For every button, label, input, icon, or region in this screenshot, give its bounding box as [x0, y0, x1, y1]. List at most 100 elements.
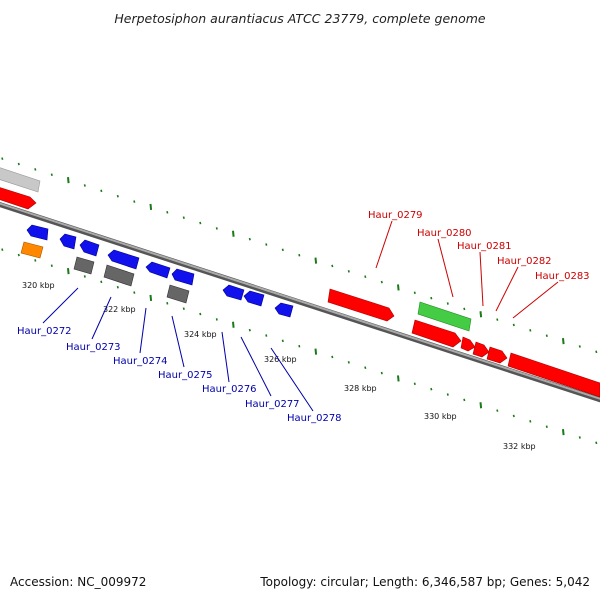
reverse-gene-labels: Haur_0272 Haur_0273 Haur_0274 Haur_0275 … [17, 326, 342, 424]
outer-tick [133, 200, 136, 203]
outer-tick [298, 253, 301, 257]
gene-label-haur-0272[interactable]: Haur_0272 [17, 326, 72, 337]
scale-label: 328 kbp [344, 384, 377, 393]
inner-tick [347, 361, 350, 364]
scale-label: 330 kbp [424, 412, 457, 421]
inner-tick [479, 402, 483, 409]
inner-tick [314, 348, 318, 355]
gene-haur-0276b[interactable] [171, 268, 195, 286]
outer-tick [479, 311, 483, 318]
gene-pseudo[interactable] [103, 264, 135, 287]
inner-tick [265, 334, 268, 337]
outer-tick [199, 221, 202, 225]
gene-haur-0283b[interactable] [486, 346, 508, 364]
inner-tick [100, 280, 103, 284]
gene-haur-0279[interactable] [327, 288, 395, 322]
accession-label: Accession: NC_009972 [10, 575, 146, 589]
genome-backbone [0, 201, 600, 403]
outer-tick [149, 203, 153, 211]
gene-haur-0278[interactable] [274, 302, 294, 318]
outer-tick [281, 248, 284, 252]
gene-label-haur-0273[interactable]: Haur_0273 [66, 342, 121, 353]
outer-tick [562, 337, 565, 345]
gene-pseudo[interactable] [73, 256, 95, 275]
gene-feature[interactable] [0, 186, 37, 210]
gene-haur-0277b[interactable] [243, 290, 265, 307]
gene-label-haur-0276[interactable]: Haur_0276 [202, 384, 257, 395]
scale-label: 324 kbp [184, 330, 217, 339]
gene-pseudo[interactable] [166, 284, 190, 304]
inner-tick [364, 366, 367, 370]
inner-tick [199, 312, 202, 316]
outer-tick [364, 275, 367, 279]
outer-tick [595, 350, 598, 354]
forward-strand-genes [0, 166, 600, 398]
outer-tick [116, 194, 119, 198]
gene-label-haur-0274[interactable]: Haur_0274 [113, 356, 168, 367]
gene-label-haur-0280[interactable]: Haur_0280 [417, 228, 472, 239]
inner-tick [182, 307, 185, 310]
inner-tick [1, 248, 4, 251]
outer-tick [100, 189, 103, 193]
inner-tick [50, 264, 53, 268]
inner-tick [166, 301, 169, 305]
outer-tick [50, 173, 53, 177]
inner-tick [298, 344, 301, 348]
scale-labels: 320 kbp 322 kbp 324 kbp 326 kbp 328 kbp … [22, 281, 536, 451]
reverse-label-leaders [42, 287, 314, 412]
gene-feature-grey[interactable] [0, 166, 41, 193]
forward-gene-labels: Haur_0279 Haur_0280 Haur_0281 Haur_0282 … [368, 210, 590, 282]
gene-label-haur-0283[interactable]: Haur_0283 [535, 271, 590, 282]
outer-tick [545, 334, 548, 338]
outer-tick [430, 296, 433, 300]
gene-haur-0272[interactable] [26, 224, 49, 241]
gene-haur-0280[interactable] [417, 301, 472, 332]
genome-summary: Topology: circular; Length: 6,346,587 bp… [259, 575, 590, 589]
inner-tick [578, 436, 581, 439]
gene-label-haur-0275[interactable]: Haur_0275 [158, 370, 213, 381]
outer-tick [413, 291, 416, 295]
inner-tick [595, 441, 598, 445]
gene-haur-0282[interactable] [460, 336, 476, 352]
outer-tick [215, 227, 218, 230]
forward-label-leaders [375, 220, 559, 319]
outer-tick [182, 216, 185, 219]
gene-label-haur-0281[interactable]: Haur_0281 [457, 241, 512, 252]
gene-label-haur-0278[interactable]: Haur_0278 [287, 413, 342, 424]
outer-tick [529, 329, 532, 332]
gene-haur-0273[interactable] [59, 233, 77, 250]
inner-tick [281, 339, 284, 343]
scale-label: 320 kbp [22, 281, 55, 290]
outer-tick [232, 230, 235, 237]
outer-tick [265, 243, 268, 246]
gene-haur-0281[interactable] [411, 319, 462, 348]
gene-feature[interactable] [507, 352, 600, 398]
inner-tick [67, 268, 70, 275]
outer-tick [397, 284, 400, 291]
outer-tick [380, 280, 383, 284]
gene-haur-0283a[interactable] [472, 341, 490, 358]
inner-tick [430, 387, 433, 391]
scale-label: 332 kbp [503, 442, 536, 451]
inner-tick [512, 414, 515, 418]
gene-haur-0276[interactable] [145, 261, 171, 279]
gene-label-haur-0279[interactable]: Haur_0279 [368, 210, 423, 221]
inner-tick-ring [1, 248, 598, 445]
gene-label-haur-0282[interactable]: Haur_0282 [497, 256, 552, 267]
outer-tick [496, 318, 499, 321]
outer-tick [347, 270, 350, 273]
gene-haur-0275[interactable] [107, 249, 140, 270]
outer-tick [34, 168, 37, 171]
gene-label-haur-0277[interactable]: Haur_0277 [245, 399, 300, 410]
inner-tick [446, 393, 449, 396]
inner-tick [562, 428, 565, 436]
outer-tick [446, 302, 449, 305]
inner-tick [380, 371, 383, 375]
outer-tick [67, 177, 70, 184]
outer-tick [83, 184, 86, 187]
gene-feature-orange[interactable] [20, 241, 44, 259]
gene-haur-0274[interactable] [79, 239, 100, 257]
outer-tick [248, 237, 251, 241]
gene-haur-0277[interactable] [222, 284, 245, 301]
